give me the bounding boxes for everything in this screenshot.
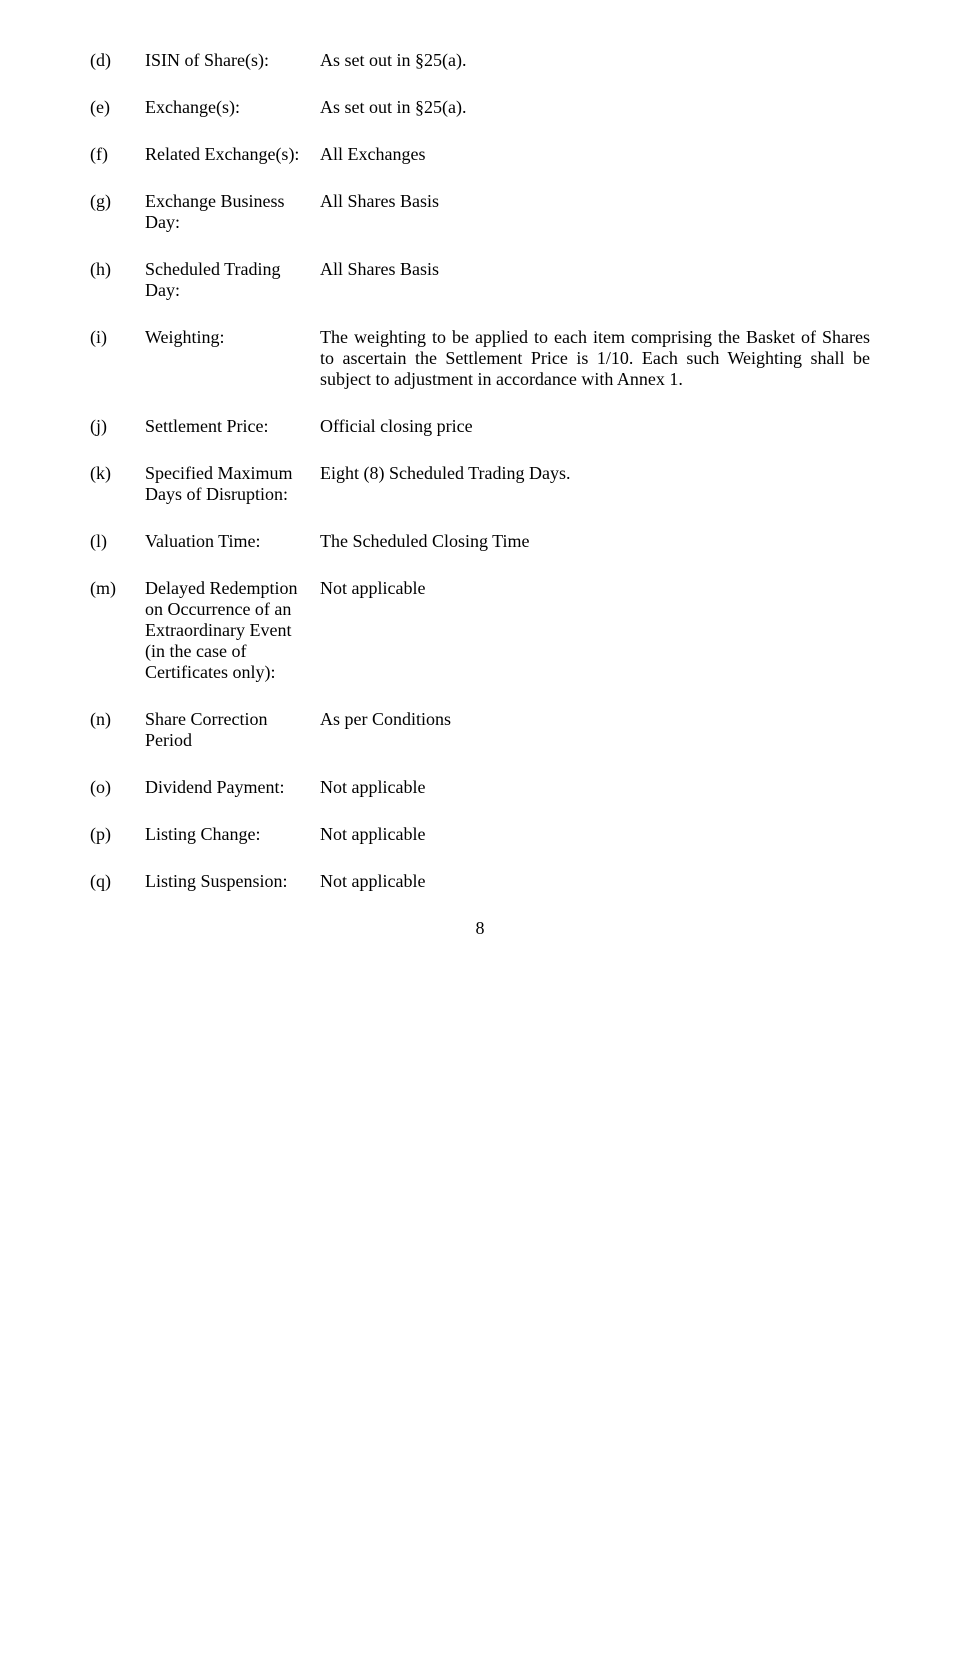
item-value: As set out in §25(a).: [320, 97, 870, 118]
page-number: 8: [90, 918, 870, 939]
item-label: Delayed Redemption on Occurrence of an E…: [145, 578, 320, 683]
definition-row: (k) Specified Maximum Days of Disruption…: [90, 463, 870, 505]
item-label: ISIN of Share(s):: [145, 50, 320, 71]
item-label: Valuation Time:: [145, 531, 320, 552]
item-letter: (d): [90, 50, 145, 71]
item-value: All Exchanges: [320, 144, 870, 165]
definition-row: (j) Settlement Price: Official closing p…: [90, 416, 870, 437]
item-letter: (g): [90, 191, 145, 212]
definition-row: (d) ISIN of Share(s): As set out in §25(…: [90, 50, 870, 71]
item-label: Related Exchange(s):: [145, 144, 320, 165]
item-label: Listing Change:: [145, 824, 320, 845]
item-letter: (i): [90, 327, 145, 348]
item-label: Listing Suspension:: [145, 871, 320, 892]
item-letter: (f): [90, 144, 145, 165]
definition-row: (e) Exchange(s): As set out in §25(a).: [90, 97, 870, 118]
item-value: Eight (8) Scheduled Trading Days.: [320, 463, 870, 484]
item-value: Not applicable: [320, 871, 870, 892]
item-letter: (k): [90, 463, 145, 484]
item-letter: (e): [90, 97, 145, 118]
item-value: All Shares Basis: [320, 191, 870, 212]
definition-row: (m) Delayed Redemption on Occurrence of …: [90, 578, 870, 683]
item-value: As per Conditions: [320, 709, 870, 730]
item-letter: (q): [90, 871, 145, 892]
item-value: The Scheduled Closing Time: [320, 531, 870, 552]
item-label: Dividend Payment:: [145, 777, 320, 798]
item-letter: (p): [90, 824, 145, 845]
definition-row: (i) Weighting: The weighting to be appli…: [90, 327, 870, 390]
document-page: (d) ISIN of Share(s): As set out in §25(…: [0, 0, 960, 979]
item-letter: (l): [90, 531, 145, 552]
item-label: Settlement Price:: [145, 416, 320, 437]
item-value: Not applicable: [320, 578, 870, 599]
item-value: The weighting to be applied to each item…: [320, 327, 870, 390]
item-label: Exchange Business Day:: [145, 191, 320, 233]
definition-row: (p) Listing Change: Not applicable: [90, 824, 870, 845]
item-letter: (m): [90, 578, 145, 599]
item-label: Exchange(s):: [145, 97, 320, 118]
definition-row: (q) Listing Suspension: Not applicable: [90, 871, 870, 892]
item-value: Not applicable: [320, 824, 870, 845]
item-label: Share Correction Period: [145, 709, 320, 751]
item-letter: (o): [90, 777, 145, 798]
item-value: Official closing price: [320, 416, 870, 437]
item-letter: (n): [90, 709, 145, 730]
item-value: All Shares Basis: [320, 259, 870, 280]
item-letter: (j): [90, 416, 145, 437]
definition-row: (l) Valuation Time: The Scheduled Closin…: [90, 531, 870, 552]
definition-row: (f) Related Exchange(s): All Exchanges: [90, 144, 870, 165]
definition-row: (n) Share Correction Period As per Condi…: [90, 709, 870, 751]
definition-row: (o) Dividend Payment: Not applicable: [90, 777, 870, 798]
item-value: As set out in §25(a).: [320, 50, 870, 71]
item-value: Not applicable: [320, 777, 870, 798]
item-label: Specified Maximum Days of Disruption:: [145, 463, 320, 505]
definition-row: (h) Scheduled Trading Day: All Shares Ba…: [90, 259, 870, 301]
definition-row: (g) Exchange Business Day: All Shares Ba…: [90, 191, 870, 233]
item-label: Scheduled Trading Day:: [145, 259, 320, 301]
item-label: Weighting:: [145, 327, 320, 348]
item-letter: (h): [90, 259, 145, 280]
